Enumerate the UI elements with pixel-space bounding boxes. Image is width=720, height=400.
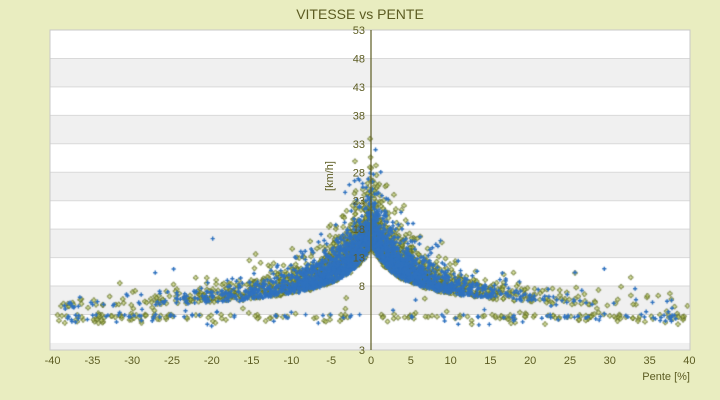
- svg-text:5: 5: [408, 355, 414, 367]
- svg-text:10: 10: [444, 355, 456, 367]
- svg-text:40: 40: [683, 355, 695, 367]
- svg-text:15: 15: [484, 355, 496, 367]
- svg-text:-20: -20: [204, 355, 220, 367]
- svg-text:-35: -35: [84, 355, 100, 367]
- svg-text:23: 23: [353, 196, 365, 208]
- svg-text:43: 43: [353, 82, 365, 94]
- svg-text:0: 0: [368, 355, 374, 367]
- svg-text:-25: -25: [164, 355, 180, 367]
- svg-text:28: 28: [353, 167, 365, 179]
- svg-text:[km/h]: [km/h]: [324, 161, 336, 191]
- svg-text:3: 3: [359, 345, 365, 357]
- svg-text:33: 33: [353, 139, 365, 151]
- svg-text:Pente [%]: Pente [%]: [642, 371, 690, 383]
- svg-text:38: 38: [353, 110, 365, 122]
- svg-text:48: 48: [353, 53, 365, 65]
- svg-text:-40: -40: [45, 355, 61, 367]
- svg-text:8: 8: [359, 281, 365, 293]
- svg-text:13: 13: [353, 253, 365, 265]
- svg-text:-30: -30: [124, 355, 140, 367]
- svg-text:18: 18: [353, 224, 365, 236]
- svg-text:53: 53: [353, 25, 365, 37]
- svg-text:30: 30: [604, 355, 616, 367]
- svg-text:-5: -5: [326, 355, 336, 367]
- svg-text:-15: -15: [244, 355, 260, 367]
- svg-text:35: 35: [643, 355, 655, 367]
- svg-text:-10: -10: [283, 355, 299, 367]
- svg-text:20: 20: [524, 355, 536, 367]
- svg-text:25: 25: [564, 355, 576, 367]
